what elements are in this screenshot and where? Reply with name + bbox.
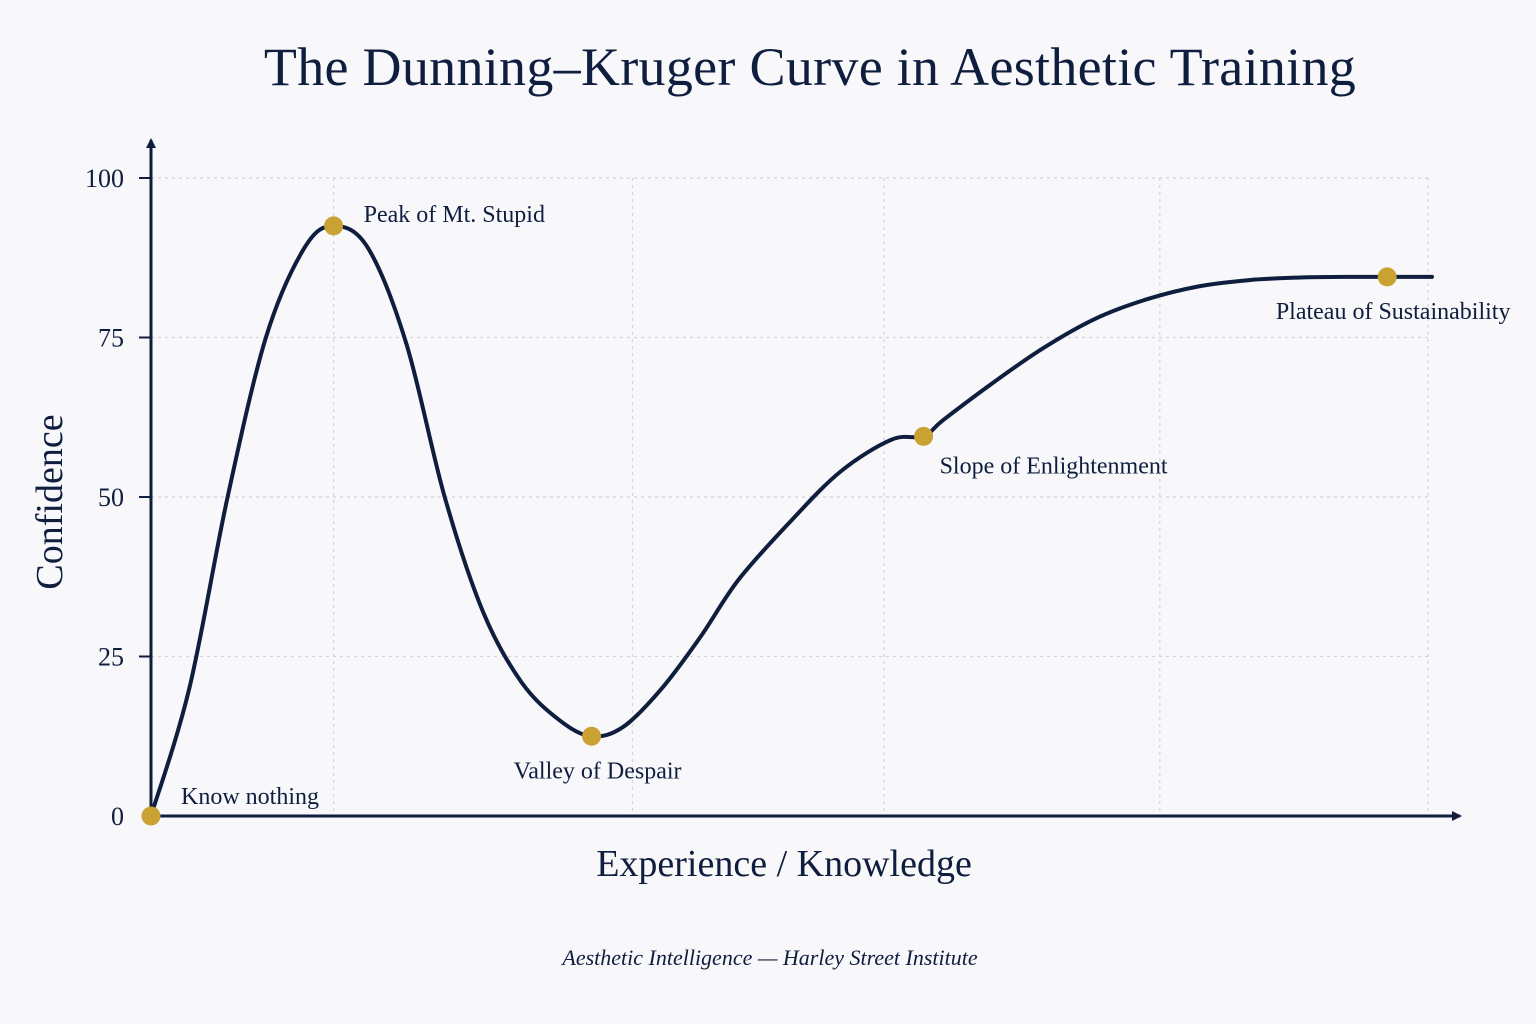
chart-title: The Dunning–Kruger Curve in Aesthetic Tr…: [263, 37, 1357, 97]
stage-point: [914, 426, 934, 446]
axes: [146, 138, 1462, 821]
stage-point: [1377, 267, 1397, 287]
stage-point: [582, 726, 602, 746]
stage-label: Slope of Enlightenment: [940, 453, 1168, 479]
y-tick-label: 50: [98, 483, 124, 512]
stage-point: [141, 806, 161, 826]
chart-footer: Aesthetic Intelligence — Harley Street I…: [562, 945, 978, 970]
y-tick-label: 75: [98, 324, 124, 353]
stage-point: [324, 216, 344, 236]
y-axis-label: Confidence: [29, 414, 71, 589]
stage-markers: Know nothing Peak of Mt. Stupid Valley of …: [141, 202, 1511, 826]
grid: [151, 177, 1429, 816]
y-tick-labels: 0 25 50 75 100: [85, 164, 151, 831]
stage-label: Peak of Mt. Stupid: [364, 202, 545, 228]
stage-label: Know nothing: [181, 784, 319, 810]
stage-label: Valley of Despair: [514, 758, 682, 784]
x-axis-label: Experience / Knowledge: [596, 843, 972, 885]
confidence-curve: [149, 223, 1434, 818]
stage-label: Plateau of Sustainability: [1276, 299, 1511, 325]
confidence-line: [149, 223, 1434, 818]
y-tick-label: 100: [85, 164, 124, 193]
y-tick-label: 25: [98, 643, 124, 672]
y-tick-label: 0: [111, 802, 124, 831]
